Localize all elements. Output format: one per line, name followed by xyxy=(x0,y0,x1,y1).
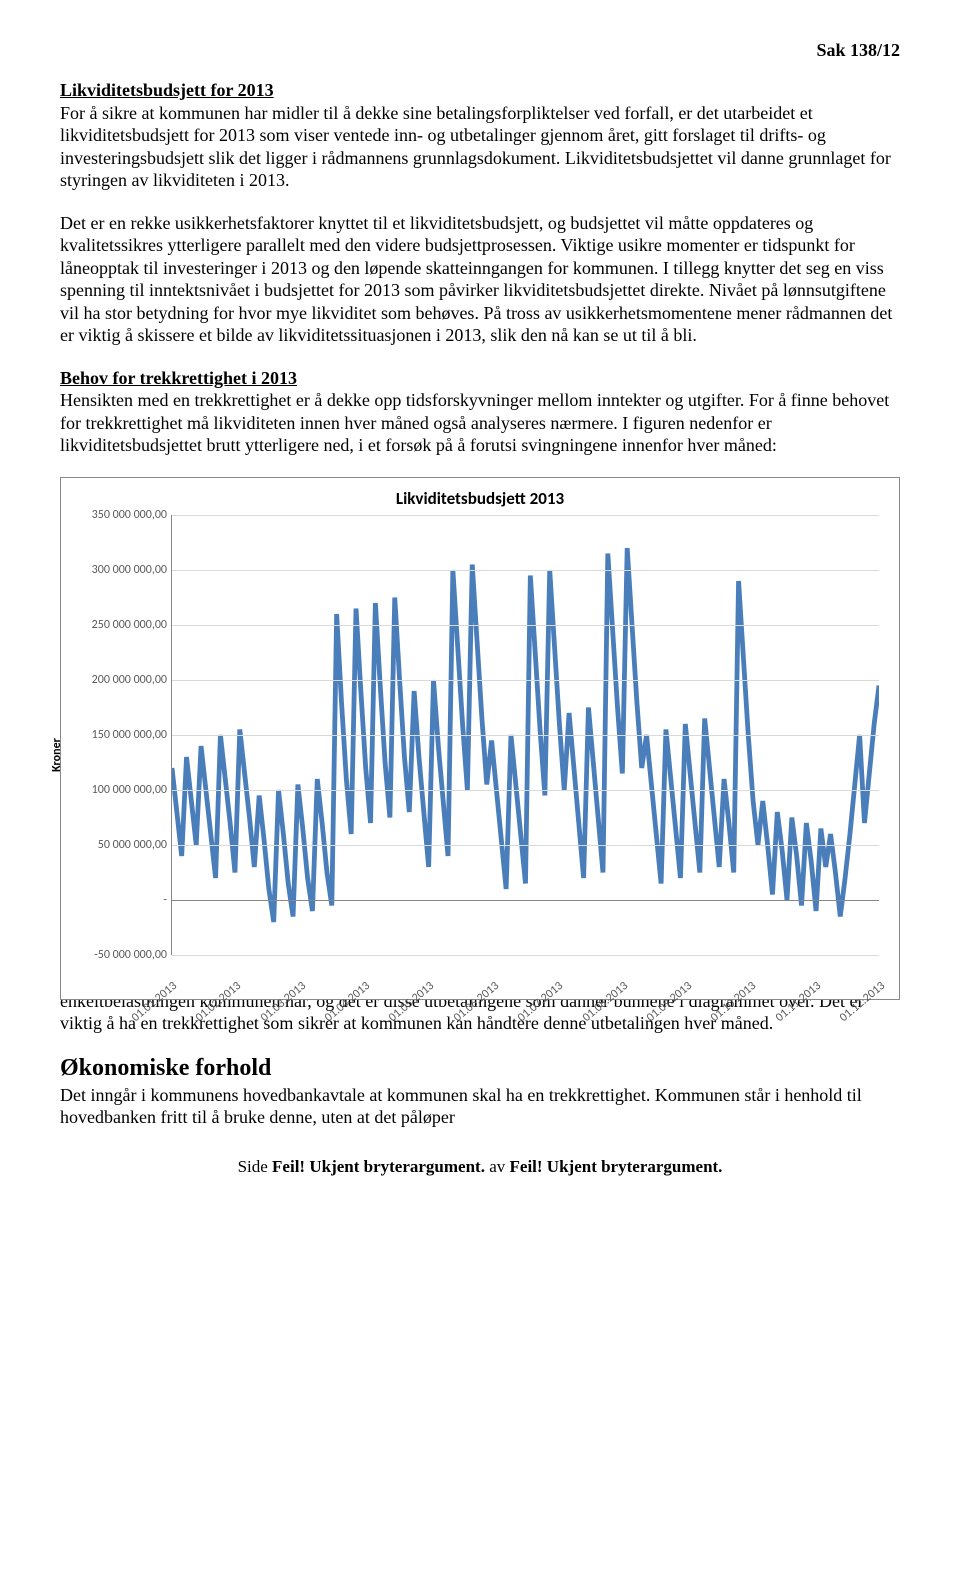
liquidity-chart: Likviditetsbudsjett 2013 Kroner 350 000 … xyxy=(60,477,900,1000)
y-tick-label: 150 000 000,00 xyxy=(92,728,167,742)
gridline xyxy=(172,570,879,571)
econ-title: Økonomiske forhold xyxy=(60,1055,900,1082)
x-axis: 01.01.201301.02.201301.03.201301.04.2013… xyxy=(171,955,879,995)
y-tick-label: -50 000 000,00 xyxy=(94,948,167,962)
x-baseline xyxy=(172,900,879,901)
y-axis: 350 000 000,00300 000 000,00250 000 000,… xyxy=(71,515,171,955)
y-tick-label: 200 000 000,00 xyxy=(92,673,167,687)
gridline xyxy=(172,625,879,626)
footer-err1: Feil! Ukjent bryterargument. xyxy=(272,1157,485,1176)
gridline xyxy=(172,735,879,736)
y-tick-label: - xyxy=(163,893,167,907)
gridline xyxy=(172,790,879,791)
y-tick-label: 50 000 000,00 xyxy=(98,838,167,852)
chart-title: Likviditetsbudsjett 2013 xyxy=(71,488,889,509)
footer-a: Side xyxy=(238,1157,272,1176)
section2-para: Hensikten med en trekkrettighet er å dek… xyxy=(60,390,889,455)
gridline xyxy=(172,515,879,516)
section1-title: Likviditetsbudsjett for 2013 xyxy=(60,80,274,100)
gridline xyxy=(172,845,879,846)
y-tick-label: 300 000 000,00 xyxy=(92,563,167,577)
y-tick-label: 100 000 000,00 xyxy=(92,783,167,797)
y-tick-label: 250 000 000,00 xyxy=(92,618,167,632)
y-axis-label: Kroner xyxy=(50,738,64,772)
gridline xyxy=(172,680,879,681)
footer-b: av xyxy=(485,1157,510,1176)
econ-para: Det inngår i kommunens hovedbankavtale a… xyxy=(60,1084,900,1129)
footer-err2: Feil! Ukjent bryterargument. xyxy=(510,1157,723,1176)
section2-title: Behov for trekkrettighet i 2013 xyxy=(60,368,297,388)
y-tick-label: 350 000 000,00 xyxy=(92,508,167,522)
plot-area xyxy=(171,515,879,955)
para2: Det er en rekke usikkerhetsfaktorer knyt… xyxy=(60,212,900,347)
case-number: Sak 138/12 xyxy=(60,40,900,61)
section1-para: For å sikre at kommunen har midler til å… xyxy=(60,103,891,191)
page-footer: Side Feil! Ukjent bryterargument. av Fei… xyxy=(60,1157,900,1177)
